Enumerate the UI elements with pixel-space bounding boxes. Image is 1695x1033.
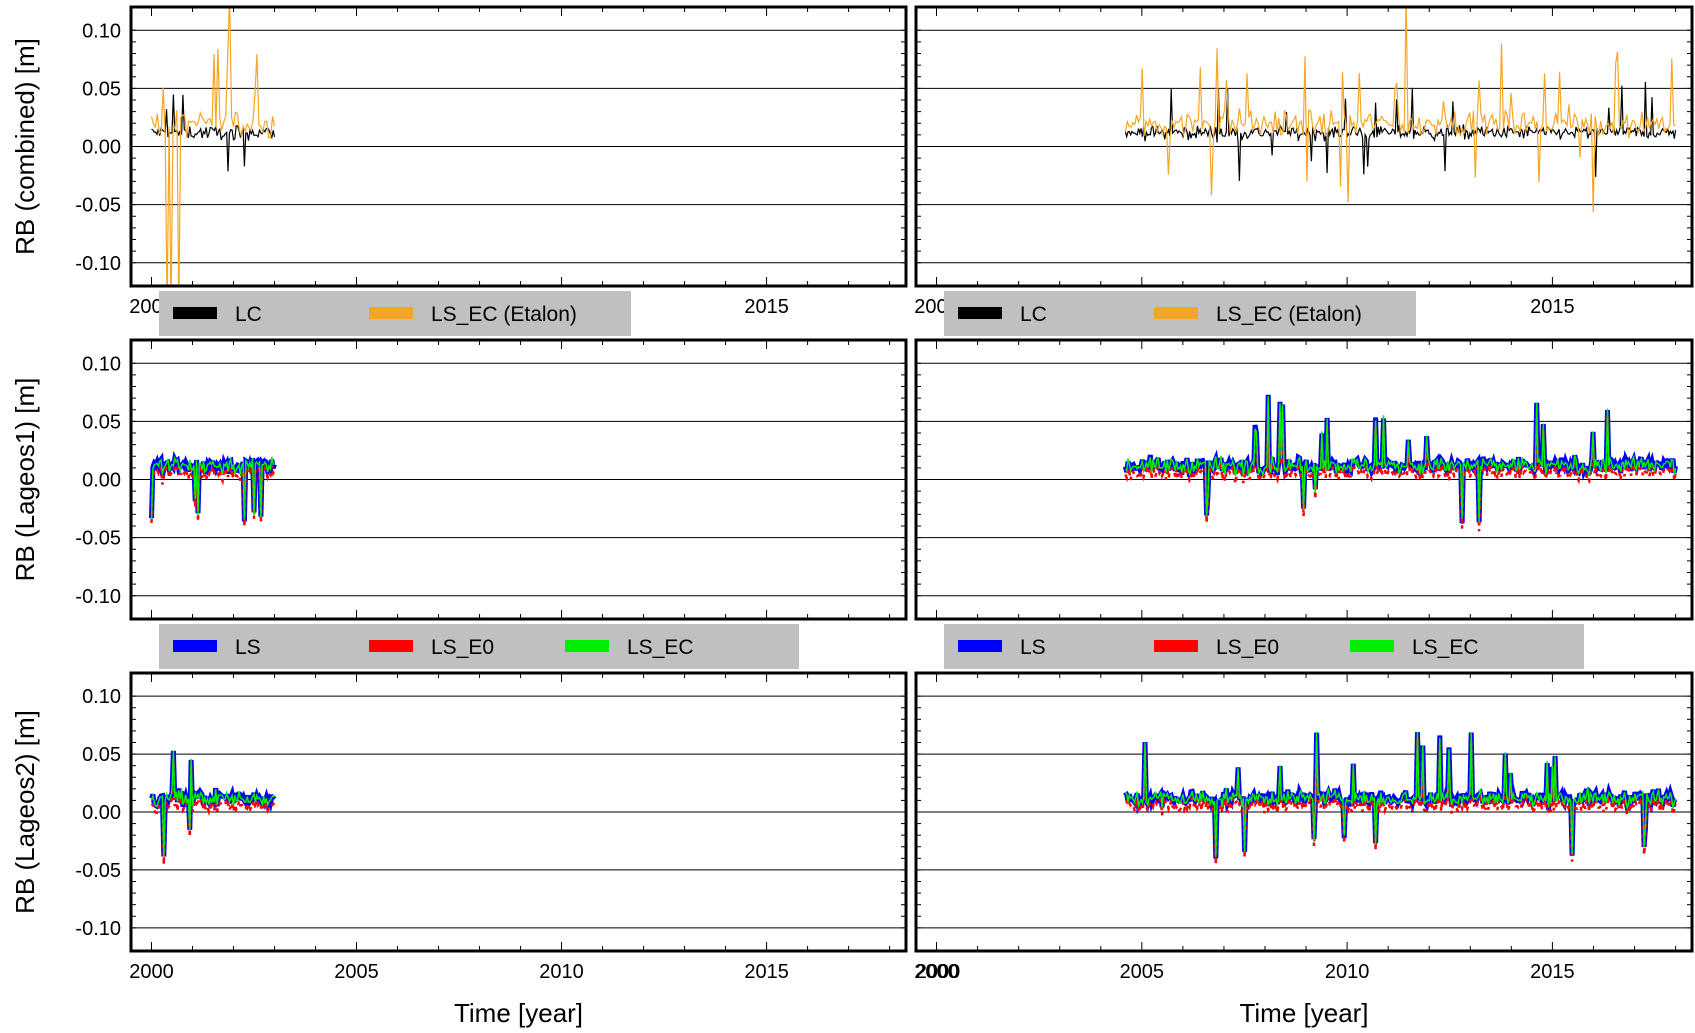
legend-label: LS_EC (Etalon)	[1216, 303, 1362, 326]
x-tick-label: 2010	[1325, 961, 1370, 983]
series-line-LS_EC	[1124, 731, 1677, 858]
legend-swatch	[173, 307, 217, 319]
legend-swatch	[369, 307, 413, 319]
series-line-LS_EC	[1124, 396, 1677, 523]
plot-panel: 0.100.050.00-0.05-0.102000200520102015LC…	[75, 5, 908, 336]
y-tick-label: -0.10	[75, 586, 121, 608]
legend-swatch	[369, 640, 413, 652]
x-tick-label: 2015	[1530, 296, 1575, 318]
legend-box	[159, 624, 799, 669]
legend-label: LS_EC	[627, 636, 694, 659]
legend-box	[944, 624, 1584, 669]
x-tick-label: 2015	[1530, 961, 1575, 983]
panel-frame	[129, 338, 908, 621]
y-tick-label: -0.05	[75, 860, 121, 882]
panel-frame	[129, 5, 908, 288]
y-tick-label: -0.10	[75, 253, 121, 275]
series-line-LS_E0	[150, 462, 276, 527]
legend-swatch	[958, 307, 1002, 319]
plot-panel: LS LS_E0 LS_EC	[914, 338, 1694, 669]
y-tick-label: 0.10	[82, 686, 121, 708]
x-tick-label: 2000	[129, 961, 174, 983]
x-axis-label: Time [year]	[1239, 998, 1368, 1028]
panel-frame	[914, 671, 1694, 953]
data-group	[1123, 731, 1678, 865]
legend-swatch	[1154, 640, 1198, 652]
x-tick-label: 2000	[914, 961, 959, 983]
legend: LS LS_E0 LS_EC	[944, 624, 1584, 669]
y-tick-label: 0.05	[82, 78, 121, 100]
x-tick-label: 2000	[916, 961, 961, 983]
x-tick-label: 2010	[539, 961, 584, 983]
legend: LC LS_EC (Etalon)	[944, 291, 1416, 336]
y-tick-label: -0.10	[75, 918, 121, 940]
data-group	[149, 750, 277, 865]
series-line-LC	[1124, 81, 1677, 181]
series-line-LS_E0	[150, 758, 276, 865]
series-line-LS_EC (Etalon)	[150, 7, 276, 286]
y-tick-label: 0.00	[82, 802, 121, 824]
data-group	[1122, 394, 1679, 532]
y-axis-label: RB (combined) [m]	[10, 38, 40, 255]
plot-panel: 2000200520102015LCLS_EC (Etalon)	[914, 5, 1694, 336]
legend-swatch	[1350, 640, 1394, 652]
y-tick-label: -0.05	[75, 528, 121, 550]
x-tick-label: 2005	[334, 961, 379, 983]
y-tick-label: 0.00	[82, 137, 121, 159]
series-line-LS_EC (Etalon)	[1124, 7, 1676, 213]
y-tick-label: 0.00	[82, 470, 121, 492]
y-tick-label: 0.10	[82, 353, 121, 375]
panel-frame	[129, 671, 908, 953]
x-tick-label: 2015	[744, 296, 789, 318]
y-tick-label: 0.10	[82, 20, 121, 42]
series-line-LS_EC	[150, 455, 275, 520]
x-axis-label: Time [year]	[454, 998, 583, 1028]
legend: LS LS_E0 LS_EC	[159, 624, 799, 669]
plot-panel: 0.10 0.05 0.00 -0.05 -0.10 2000 2005 2010 2015 Ti…	[75, 671, 908, 1028]
legend-label: LS_EC	[1412, 636, 1479, 659]
legend-label: LS_EC (Etalon)	[431, 303, 577, 326]
y-axis-label: RB (Lageos2) [m]	[10, 710, 40, 914]
legend-label: LC	[235, 303, 262, 326]
legend-swatch	[958, 640, 1002, 652]
legend-label: LS_E0	[1216, 636, 1279, 659]
panel-frame	[914, 338, 1694, 621]
y-axis-label: RB (Lageos1) [m]	[10, 378, 40, 582]
y-tick-label: 0.05	[82, 411, 121, 433]
legend-label: LS_E0	[431, 636, 494, 659]
data-group	[150, 7, 276, 286]
legend-swatch	[173, 640, 217, 652]
plot-panel: 0.10 0.05 0.00 -0.05 -0.10 LS LS_E0 LS_EC	[75, 338, 908, 669]
legend: LC LS_EC (Etalon)	[159, 291, 631, 336]
data-group	[1124, 7, 1677, 213]
legend-swatch	[565, 640, 609, 652]
y-tick-label: -0.05	[75, 195, 121, 217]
series-line-LS	[1123, 732, 1678, 859]
series-line-LS_E0	[1124, 403, 1677, 532]
legend-label: LS	[1020, 636, 1046, 659]
series-line-LC	[151, 94, 276, 172]
series-line-LS_EC	[150, 750, 276, 857]
panel-frame	[914, 5, 1694, 288]
x-tick-label: 2005	[1120, 961, 1165, 983]
x-tick-label: 2015	[744, 961, 789, 983]
legend-label: LC	[1020, 303, 1047, 326]
legend-swatch	[1154, 307, 1198, 319]
y-tick-label: 0.05	[82, 744, 121, 766]
data-group	[149, 450, 277, 527]
legend-label: LS	[235, 636, 261, 659]
